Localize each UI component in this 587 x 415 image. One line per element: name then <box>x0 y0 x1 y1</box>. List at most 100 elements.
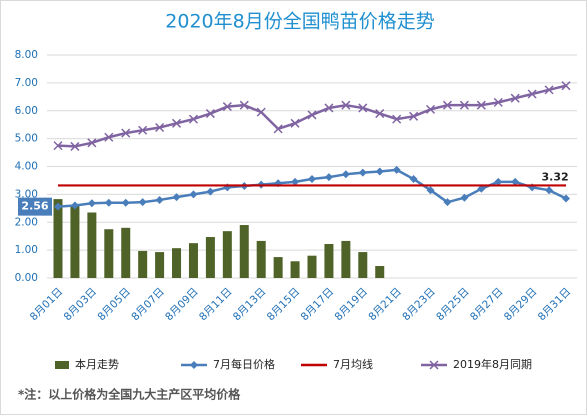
bar <box>358 252 368 278</box>
line-marker <box>188 114 198 124</box>
legend-label: 7月每日价格 <box>213 357 275 371</box>
line-marker <box>476 100 486 110</box>
bar <box>324 243 334 278</box>
line-marker <box>324 173 333 182</box>
line-marker <box>459 100 469 110</box>
line-marker <box>493 97 503 107</box>
y-tick-label: 8.00 <box>15 49 38 61</box>
line-marker <box>460 193 469 202</box>
legend-label: 2019年8月同期 <box>453 357 532 371</box>
line-marker <box>290 118 300 128</box>
bar <box>70 205 80 278</box>
bar <box>53 199 63 278</box>
line-marker <box>256 107 266 117</box>
line-marker <box>409 175 418 184</box>
line-marker <box>172 193 181 202</box>
bar <box>307 255 317 278</box>
line-marker <box>53 141 63 151</box>
line-marker <box>358 168 367 177</box>
line-marker <box>443 198 452 207</box>
legend-label: 7月均线 <box>333 357 373 371</box>
line-marker <box>494 177 503 186</box>
bar <box>121 227 131 278</box>
line-marker <box>87 199 96 208</box>
bar <box>375 266 385 278</box>
line-marker <box>155 195 164 204</box>
y-tick-label: 1.00 <box>15 244 38 256</box>
y-tick-label: 3.00 <box>15 188 38 200</box>
line-marker <box>324 103 334 113</box>
line-marker <box>155 122 165 133</box>
line-marker <box>172 118 182 128</box>
line-marker <box>375 167 384 176</box>
line-marker <box>121 128 131 138</box>
bar <box>172 248 182 278</box>
line-marker <box>189 190 198 199</box>
line-marker <box>426 186 435 195</box>
line-marker <box>54 202 62 211</box>
data-label: 3.32 <box>541 170 568 183</box>
line-marker <box>190 361 198 369</box>
line-marker <box>442 100 452 110</box>
y-tick-label: 0.00 <box>15 272 38 284</box>
bar <box>104 229 114 278</box>
line-marker <box>358 103 368 113</box>
line-marker <box>375 109 385 119</box>
footnote: *注：以上价格为全国九大主产区平均价格 <box>18 387 241 402</box>
line-marker <box>561 81 571 91</box>
y-tick-label: 6.00 <box>15 105 38 117</box>
bar <box>273 257 283 278</box>
line-marker <box>308 175 316 184</box>
line-marker <box>70 141 80 151</box>
line-marker <box>138 198 147 207</box>
bar <box>290 261 300 278</box>
line-marker <box>341 170 350 179</box>
y-tick-label: 4.00 <box>15 161 38 173</box>
line-marker <box>341 100 351 110</box>
bar <box>239 225 249 278</box>
data-label: 2.56 <box>21 200 48 213</box>
chart-title: 2020年8月份全国鸭苗价格走势 <box>165 11 434 33</box>
data-label-box <box>18 197 52 216</box>
line-marker <box>239 100 249 110</box>
line-marker <box>562 194 570 203</box>
line-marker <box>510 93 520 103</box>
line-marker <box>87 138 97 148</box>
bar <box>222 231 232 278</box>
bar <box>188 243 198 278</box>
y-tick-label: 7.00 <box>15 77 38 89</box>
line-marker <box>121 198 130 207</box>
line-marker <box>70 201 79 210</box>
line-marker <box>205 109 215 119</box>
line-marker <box>527 89 537 99</box>
line-marker <box>291 177 300 186</box>
line-marker <box>429 360 439 370</box>
line-marker <box>104 198 113 207</box>
line-marker <box>222 102 232 112</box>
bar <box>155 252 165 278</box>
line-marker <box>273 124 283 134</box>
line-marker <box>477 184 486 193</box>
line-marker <box>104 132 114 142</box>
line-marker <box>511 177 520 186</box>
bar <box>205 237 215 278</box>
line-marker <box>138 125 148 135</box>
line-marker <box>426 104 436 114</box>
bar <box>341 240 351 278</box>
y-tick-label: 2.00 <box>15 216 38 228</box>
line-marker <box>392 114 402 124</box>
line-marker <box>392 165 401 174</box>
legend-swatch <box>55 361 69 369</box>
line-marker <box>544 85 554 95</box>
line-marker <box>206 187 215 196</box>
bar <box>256 240 266 278</box>
line-marker <box>545 186 554 195</box>
legend-label: 本月走势 <box>75 357 119 371</box>
bar <box>87 212 97 278</box>
line-marker <box>409 111 419 121</box>
line-marker <box>307 110 317 120</box>
bar <box>138 250 148 278</box>
y-tick-label: 5.00 <box>15 133 38 145</box>
